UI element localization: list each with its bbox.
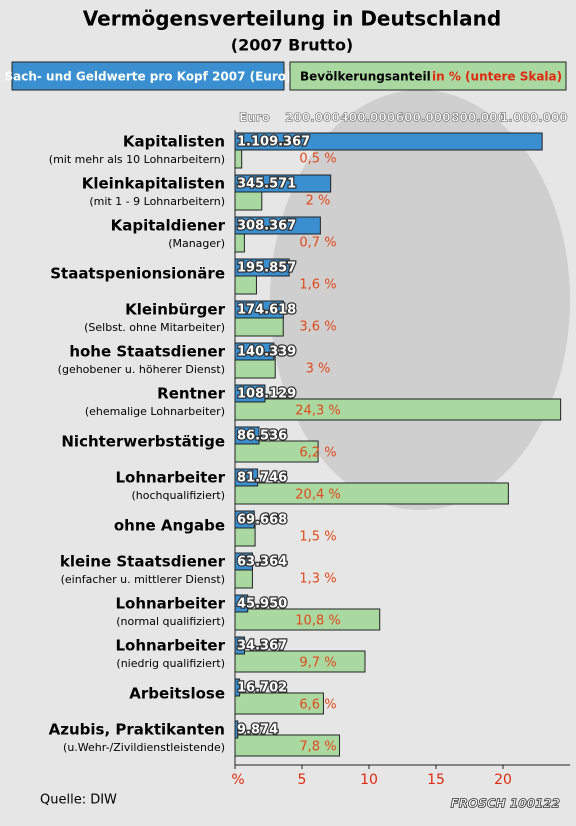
value-label: 69.668 xyxy=(237,513,287,528)
category-note: (u.Wehr-/Zivildienstleistende) xyxy=(63,741,225,754)
legend-label: Bevölkerungsanteil xyxy=(300,70,431,84)
value-label: 108.129 xyxy=(237,387,296,402)
x-tick-label: 1.000.000 xyxy=(500,111,568,125)
category-note: (normal qualifiziert) xyxy=(116,615,225,628)
value-label: 9.874 xyxy=(237,723,278,738)
value-label: 81.746 xyxy=(237,471,287,486)
value-label: 7,8 % xyxy=(299,740,336,755)
value-label: 1,5 % xyxy=(299,530,336,545)
value-label: 45.950 xyxy=(237,597,287,612)
x-tick-label: Euro xyxy=(239,111,270,125)
value-label: 3 % xyxy=(306,362,331,377)
value-label: 0,5 % xyxy=(299,152,336,167)
value-label: 1,3 % xyxy=(299,572,336,587)
category-label: Nichterwerbstätige xyxy=(61,433,225,451)
category-note: (niedrig qualifiziert) xyxy=(116,657,225,670)
legend-note: in % (untere Skala) xyxy=(432,70,562,84)
x-tick-label: 600.000 xyxy=(396,111,451,125)
value-label: 86.536 xyxy=(237,429,287,444)
x2-tick-label: 20 xyxy=(494,772,512,788)
bar xyxy=(234,482,509,505)
value-label: 195.857 xyxy=(237,261,296,276)
bar xyxy=(234,258,290,277)
value-label: 9,7 % xyxy=(299,656,336,671)
value-label: 140.339 xyxy=(237,345,296,360)
bar xyxy=(234,650,366,673)
category-label: Kapitalisten xyxy=(123,133,225,151)
category-label: ohne Angabe xyxy=(114,517,225,535)
category-label: Kapitaldiener xyxy=(111,217,226,235)
x-tick-label: 400.000 xyxy=(340,111,395,125)
value-label: 10,8 % xyxy=(295,614,340,629)
value-label: 6,6 % xyxy=(299,698,336,713)
category-label: Azubis, Praktikanten xyxy=(49,721,225,739)
category-note: (mit mehr als 10 Lohnarbeitern) xyxy=(49,153,225,166)
bar xyxy=(234,468,259,487)
category-note: (hochqualifiziert) xyxy=(132,489,225,502)
x2-tick-label: 15 xyxy=(427,772,445,788)
bar xyxy=(234,132,543,151)
value-label: 2 % xyxy=(306,194,331,209)
bar xyxy=(234,342,275,361)
x2-tick-label: 10 xyxy=(360,772,378,788)
legend-label: Sach- und Geldwerte pro Kopf 2007 (Euro) xyxy=(5,70,292,84)
bar xyxy=(234,692,324,715)
value-label: 1,6 % xyxy=(299,278,336,293)
bar xyxy=(234,174,332,193)
legend-box xyxy=(11,61,285,91)
category-note: (gehobener u. höherer Dienst) xyxy=(58,363,225,376)
bar xyxy=(234,398,562,421)
bar xyxy=(234,426,260,445)
category-label: Kleinkapitalisten xyxy=(82,175,225,193)
bar xyxy=(234,300,284,319)
value-label: 0,7 % xyxy=(299,236,336,251)
category-note: (ehemalige Lohnarbeiter) xyxy=(85,405,225,418)
category-note: (Selbst. ohne Mitarbeiter) xyxy=(84,321,225,334)
x-tick-label: 800.000 xyxy=(451,111,506,125)
category-note: (einfacher u. mittlerer Dienst) xyxy=(61,573,225,586)
bar xyxy=(234,216,321,235)
value-label: 63.364 xyxy=(237,555,287,570)
chart-title: Vermögensverteilung in Deutschland xyxy=(83,7,501,31)
source: Quelle: DIW xyxy=(40,793,117,808)
bar xyxy=(234,510,255,529)
bar xyxy=(234,594,249,613)
category-label: Lohnarbeiter xyxy=(115,637,225,655)
value-label: 345.571 xyxy=(237,177,296,192)
bar xyxy=(234,734,341,757)
x2-tick-label: % xyxy=(231,772,244,788)
value-label: 16.702 xyxy=(237,681,287,696)
value-label: 3,6 % xyxy=(299,320,336,335)
value-label: 1.109.367 xyxy=(237,135,310,150)
category-label: Lohnarbeiter xyxy=(115,595,225,613)
bar xyxy=(234,678,241,697)
value-label: 174.618 xyxy=(237,303,296,318)
category-label: kleine Staatsdiener xyxy=(60,553,226,571)
bar xyxy=(234,608,381,631)
chart-subtitle: (2007 Brutto) xyxy=(231,36,354,55)
category-label: Arbeitslose xyxy=(129,685,225,703)
legend-box xyxy=(289,61,567,91)
value-label: 24,3 % xyxy=(295,404,340,419)
value-label: 6,2 % xyxy=(299,446,336,461)
bar xyxy=(234,440,319,463)
category-label: Rentner xyxy=(157,385,225,403)
category-note: (mit 1 - 9 Lohnarbeitern) xyxy=(89,195,225,208)
category-label: hohe Staatsdiener xyxy=(69,343,225,361)
x-tick-label: 200.000 xyxy=(285,111,340,125)
bar xyxy=(234,384,266,403)
value-label: 308.367 xyxy=(237,219,296,234)
value-label: 20,4 % xyxy=(295,488,340,503)
bar xyxy=(234,636,246,655)
value-label: 34.367 xyxy=(237,639,287,654)
bar xyxy=(234,552,254,571)
category-label: Kleinbürger xyxy=(125,301,225,319)
category-note: (Manager) xyxy=(168,237,225,250)
category-label: Staatspenionsionäre xyxy=(50,265,225,283)
category-label: Lohnarbeiter xyxy=(115,469,225,487)
signature: FROSCH 100122 xyxy=(451,797,560,811)
x2-tick-label: 5 xyxy=(298,772,307,788)
bar xyxy=(234,720,239,739)
